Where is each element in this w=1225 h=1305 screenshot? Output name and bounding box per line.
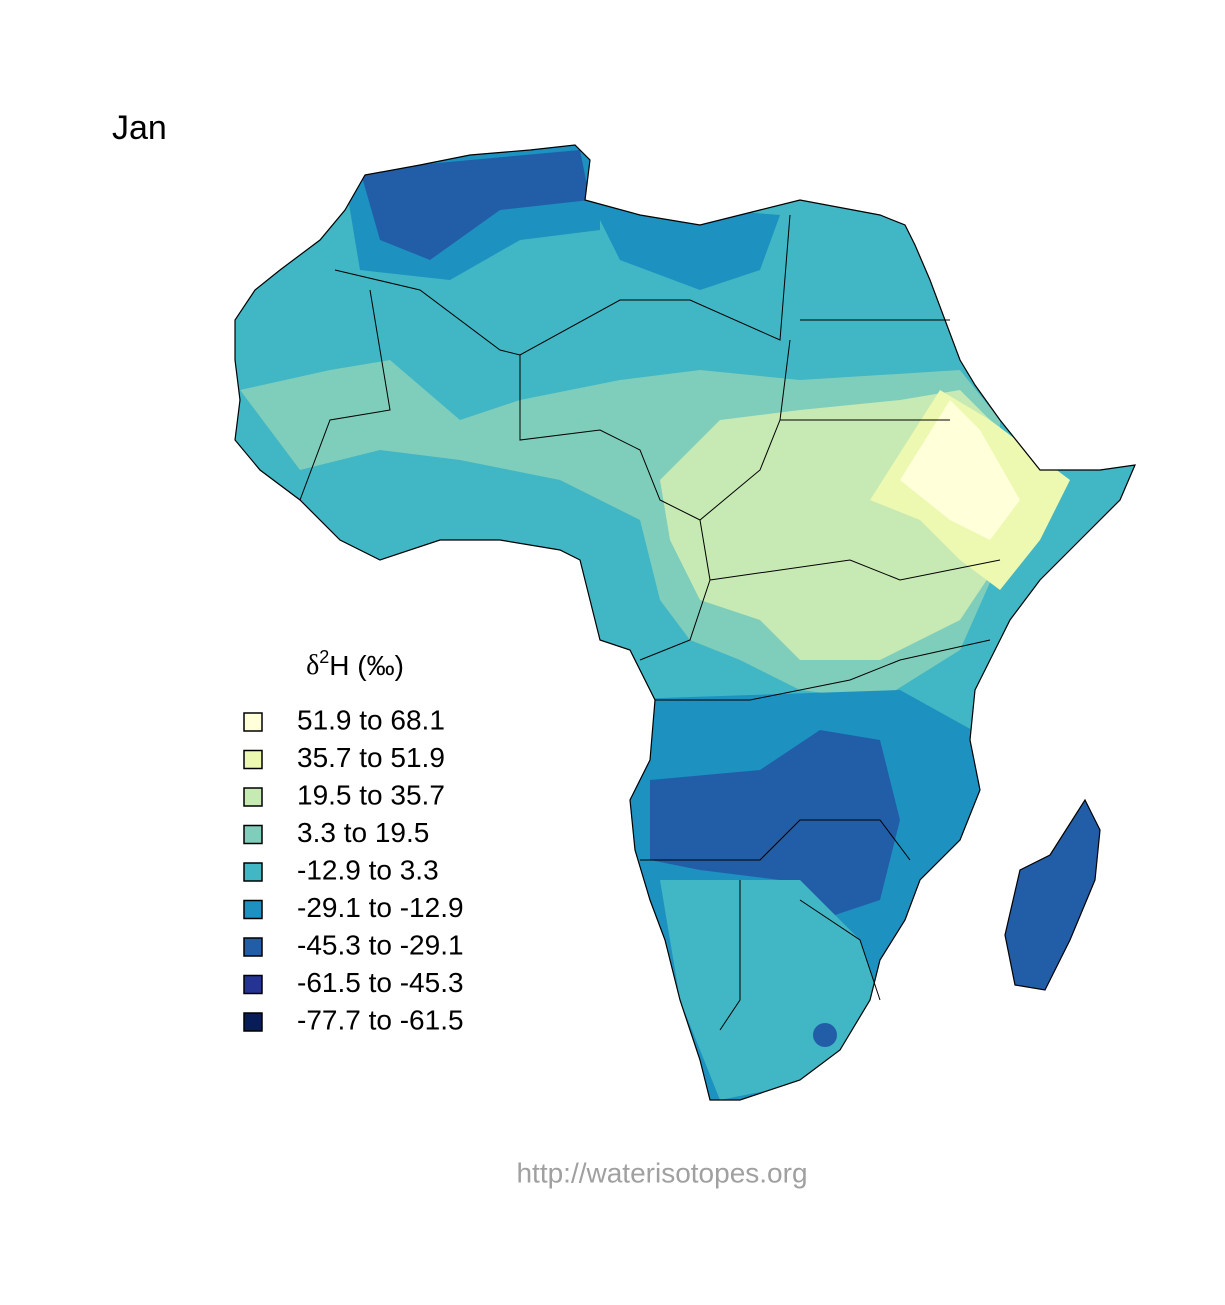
legend: 51.9 to 68.1 35.7 to 51.9 19.5 to 35.7 3.3 … [243,704,464,1035]
legend-label: 19.5 to 35.7 [297,779,445,810]
legend-label: 35.7 to 51.9 [297,742,445,773]
legend-label: 3.3 to 19.5 [297,817,429,848]
legend-label: -61.5 to -45.3 [297,967,464,998]
legend-label: 51.9 to 68.1 [297,704,445,735]
legend-swatch [243,899,263,920]
region [590,200,780,290]
source-url: http://waterisotopes.org [516,1157,807,1188]
map-title: Jan [112,109,167,147]
legend-swatch [243,862,263,882]
legend-title-symbol: δ [306,650,319,681]
region [813,1023,837,1047]
region [360,150,590,260]
madagascar [1004,798,1101,991]
legend-title-superscript: 2 [319,647,329,667]
region [900,400,1020,540]
legend-swatch [243,749,263,770]
legend-label: -45.3 to -29.1 [297,929,464,960]
legend-swatch [243,824,263,845]
legend-label: -77.7 to -61.5 [297,1004,464,1035]
legend-label: -12.9 to 3.3 [297,854,439,885]
legend-title-rest: H (‰) [329,650,404,681]
legend-title: δ2H (‰) [306,647,404,682]
legend-swatch [243,1012,263,1032]
legend-swatch [243,974,263,995]
borders [299,214,1001,1031]
legend-swatch [243,937,263,957]
legend-swatch [243,787,263,807]
legend-swatch [243,712,263,732]
region [650,730,900,920]
legend-label: -29.1 to -12.9 [297,892,464,923]
